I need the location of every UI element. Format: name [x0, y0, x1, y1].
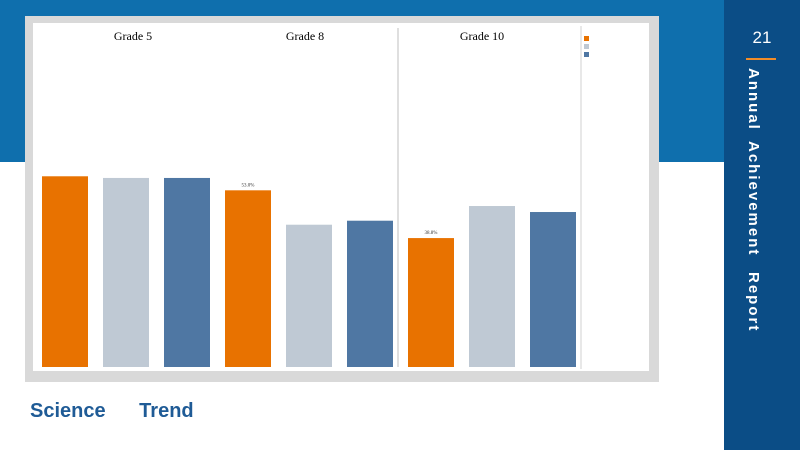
bar-grade-10-series-1	[408, 238, 454, 367]
legend-swatch-1	[584, 36, 589, 41]
data-label-grade-10-series-1: 38.8%	[425, 231, 438, 236]
page-title: Science Trend	[30, 400, 222, 423]
science-trend-chart: Grade 5 Grade 8 Grade 10 53.0% 38.8%	[33, 23, 649, 371]
legend-swatch-2	[584, 44, 589, 49]
report-word-report: Report	[745, 272, 762, 333]
bar-grade-8-series-3	[347, 220, 393, 367]
page-number-rule	[746, 58, 776, 60]
bar-grade-8-series-2	[286, 224, 332, 367]
report-word-achievement: Achievement	[745, 141, 762, 257]
panel-title-grade-10: Grade 10	[460, 29, 504, 43]
data-label-grade-8-series-1: 53.0%	[242, 183, 255, 188]
bar-grade-10-series-2	[469, 206, 515, 367]
report-title-vertical: Annual Achievement Report	[724, 68, 800, 348]
page-number: 21	[752, 28, 772, 47]
bar-grade-5-series-1	[42, 176, 88, 367]
page-title-word-science: Science	[30, 400, 106, 422]
report-side-panel: 21 Annual Achievement Report	[724, 0, 800, 450]
page-title-word-trend: Trend	[139, 400, 194, 422]
legend-swatch-3	[584, 52, 589, 57]
bar-grade-5-series-3	[164, 177, 210, 367]
panel-title-grade-5: Grade 5	[114, 29, 152, 43]
bar-grade-5-series-2	[103, 177, 149, 367]
panel-title-grade-8: Grade 8	[286, 29, 324, 43]
report-word-annual: Annual	[745, 68, 762, 131]
bar-grade-10-series-3	[530, 212, 576, 367]
bar-grade-8-series-1	[225, 190, 271, 367]
